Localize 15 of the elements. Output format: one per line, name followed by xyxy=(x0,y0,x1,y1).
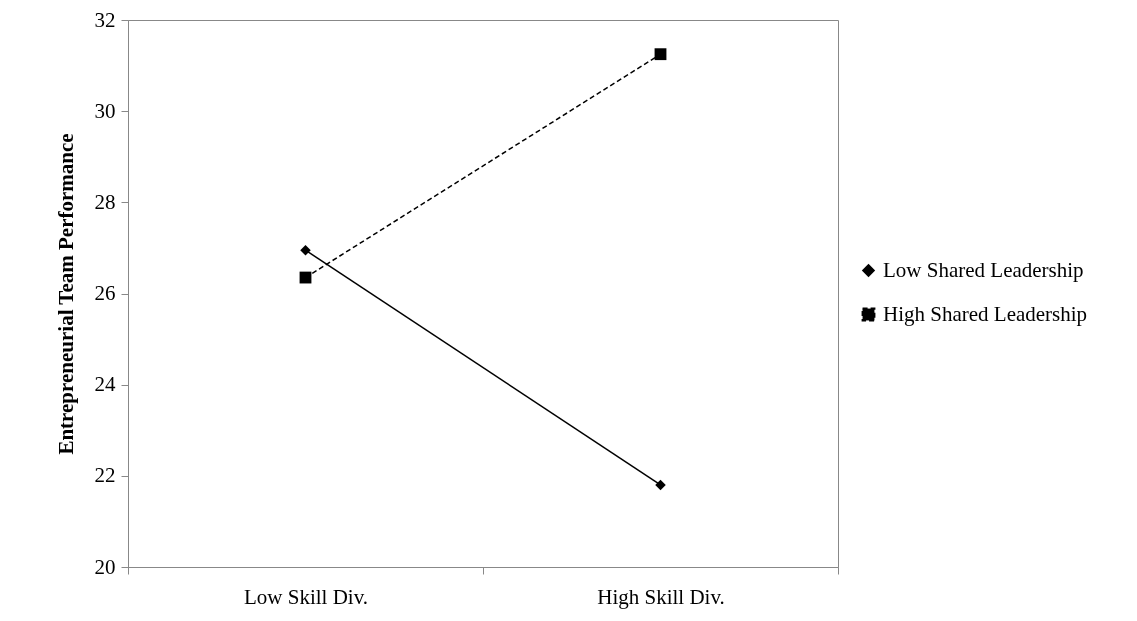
x-tick-label: Low Skill Div. xyxy=(243,584,369,609)
y-tick-label: 20 xyxy=(94,554,116,579)
legend-label: High Shared Leadership xyxy=(883,301,1088,326)
y-tick-label: 30 xyxy=(94,98,116,123)
y-axis-title: Entrepreneurial Team Performance xyxy=(53,133,78,455)
y-tick-label: 24 xyxy=(94,372,116,397)
point xyxy=(654,48,667,61)
point xyxy=(300,244,311,256)
y-tick-label: 28 xyxy=(94,189,116,214)
y-tick-label: 26 xyxy=(94,281,116,305)
x-tick-label: High Skill Div. xyxy=(597,584,725,609)
y-tick-label: 32 xyxy=(94,7,116,32)
point xyxy=(655,479,666,491)
y-tick-label: 22 xyxy=(94,463,116,488)
legend-label: Low Shared Leadership xyxy=(883,257,1084,282)
